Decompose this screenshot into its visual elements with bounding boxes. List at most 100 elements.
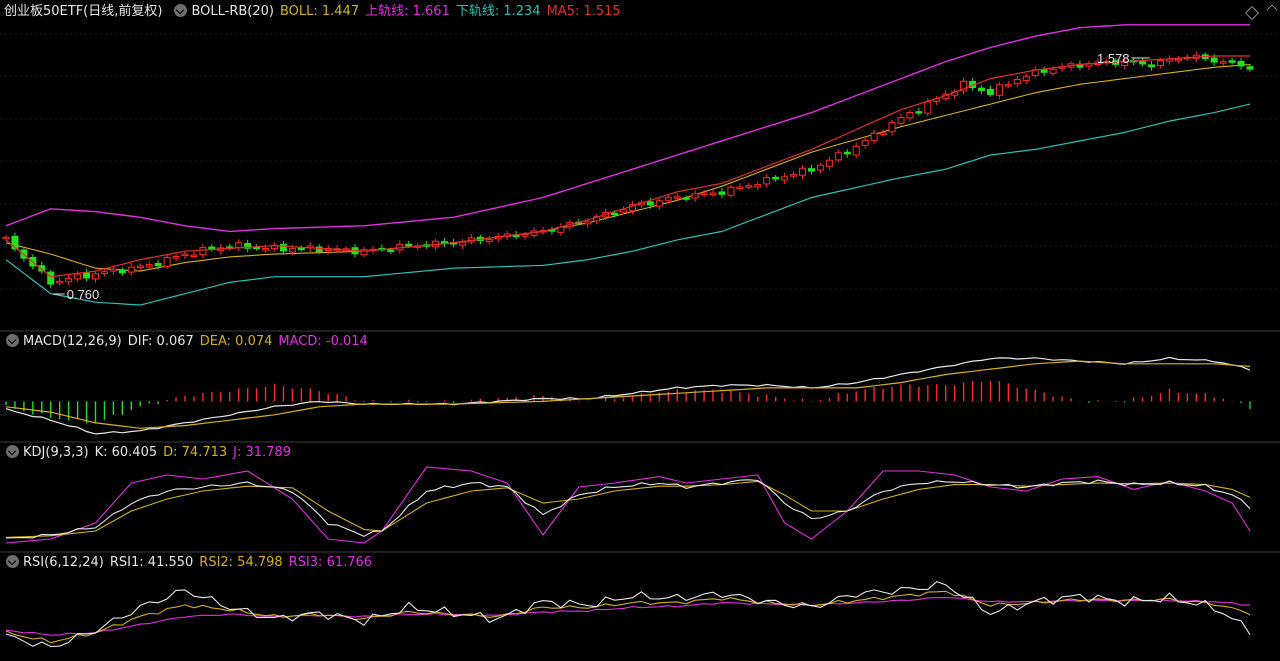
j-line [5,466,1251,544]
candle-body [387,249,395,252]
dif-value: DIF: 0.067 [127,334,194,349]
candle-body [897,117,905,124]
candle-body [682,197,690,200]
kdj-header: KDJ(9,3,3) K: 60.405 D: 74.713 J: 31.789 [0,443,297,463]
candle-body [906,112,914,119]
candle-body [727,186,735,196]
candle-body [1237,61,1245,67]
rsi2-line [5,590,1251,644]
dea-line [5,360,1251,429]
candle-body [790,174,798,177]
chart-title: 创业板50ETF(日线,前复权) [4,4,163,19]
candle-body [190,254,198,258]
d-value: D: 74.713 [163,445,228,460]
candle-body [986,88,994,95]
candle-body [691,193,699,199]
indicator-name[interactable]: BOLL-RB(20) [191,4,274,19]
candle-body [288,248,296,253]
candle-body [405,243,413,247]
k-line [5,479,1251,539]
macd-title[interactable]: MACD(12,26,9) [23,334,122,349]
candle-body [843,151,851,155]
candle-body [763,176,771,185]
candle-body [655,200,663,207]
lower-band-line [5,103,1251,306]
candle-body [816,164,824,171]
candle-body [109,268,117,272]
candle-body [772,176,780,180]
candle-body [521,234,529,237]
indicator-menu-icon[interactable] [174,4,188,17]
candle-body [1210,57,1218,63]
candle-body [297,247,305,251]
candle-body [127,266,135,273]
candle-body [1022,75,1030,82]
candle-body [861,139,869,146]
candle-body [870,132,878,141]
candle-body [262,248,270,251]
candle-body [781,176,789,181]
candle-body [745,185,753,188]
candle-body [56,280,64,284]
kdj-title[interactable]: KDJ(9,3,3) [23,445,89,460]
candle-body [718,191,726,195]
rsi1-line [5,580,1251,648]
candle-body [1219,61,1227,64]
macd-menu-icon[interactable] [6,334,19,347]
kdj-menu-icon[interactable] [6,445,19,458]
candle-body [995,84,1003,96]
macd-value: MACD: -0.014 [278,334,368,349]
candle-body [628,204,636,212]
candle-body [91,273,99,280]
candle-body [673,196,681,199]
candle-body [65,277,73,283]
dea-value: DEA: 0.074 [199,334,273,349]
k-value: K: 60.405 [94,445,158,460]
boll-value: BOLL: 1.447 [279,4,360,19]
rsi-header: RSI(6,12,24) RSI1: 41.550 RSI2: 54.798 RSI3… [0,553,378,573]
candle-body [1148,64,1156,68]
candle-body [163,256,171,267]
candle-body [244,243,252,249]
rsi3-value: RSI3: 61.766 [288,555,373,570]
candle-body [1228,60,1236,63]
rsi1-value: RSI1: 41.550 [109,555,194,570]
candle-body [485,239,493,243]
candle-body [888,122,896,133]
rsi-title[interactable]: RSI(6,12,24) [23,555,104,570]
candle-body [199,247,207,256]
candle-body [709,192,717,196]
ma5-value: MA5: 1.515 [546,4,621,19]
candle-body [584,221,592,225]
candle-body [181,253,189,257]
candle-body [1246,66,1254,70]
rsi-menu-icon[interactable] [6,555,19,568]
candle-body [879,132,887,135]
candle-body [136,265,144,269]
d-line [5,480,1251,538]
candle-body [235,242,243,248]
candle-body [145,264,153,268]
candle-body [38,265,46,272]
candle-body [611,212,619,216]
candle-body [834,152,842,161]
candle-body [1157,60,1165,67]
candle-body [360,249,368,256]
j-value: J: 31.789 [233,445,291,460]
candle-body [172,256,180,259]
candle-body [852,145,860,156]
candle-body [1013,78,1021,85]
candle-body [458,241,466,246]
rsi2-value: RSI2: 54.798 [199,555,283,570]
ma5-line [5,55,1250,278]
candle-body [74,273,82,280]
macd-header: MACD(12,26,9) DIF: 0.067 DEA: 0.074 MACD: -… [0,332,374,352]
candle-body [279,243,287,252]
candle-body [915,111,923,114]
candle-body [1040,69,1048,73]
candle-body [700,192,708,196]
upper-band-value: 上轨线: 1.661 [365,4,450,19]
candle-body [754,184,762,188]
candle-body [11,235,19,250]
